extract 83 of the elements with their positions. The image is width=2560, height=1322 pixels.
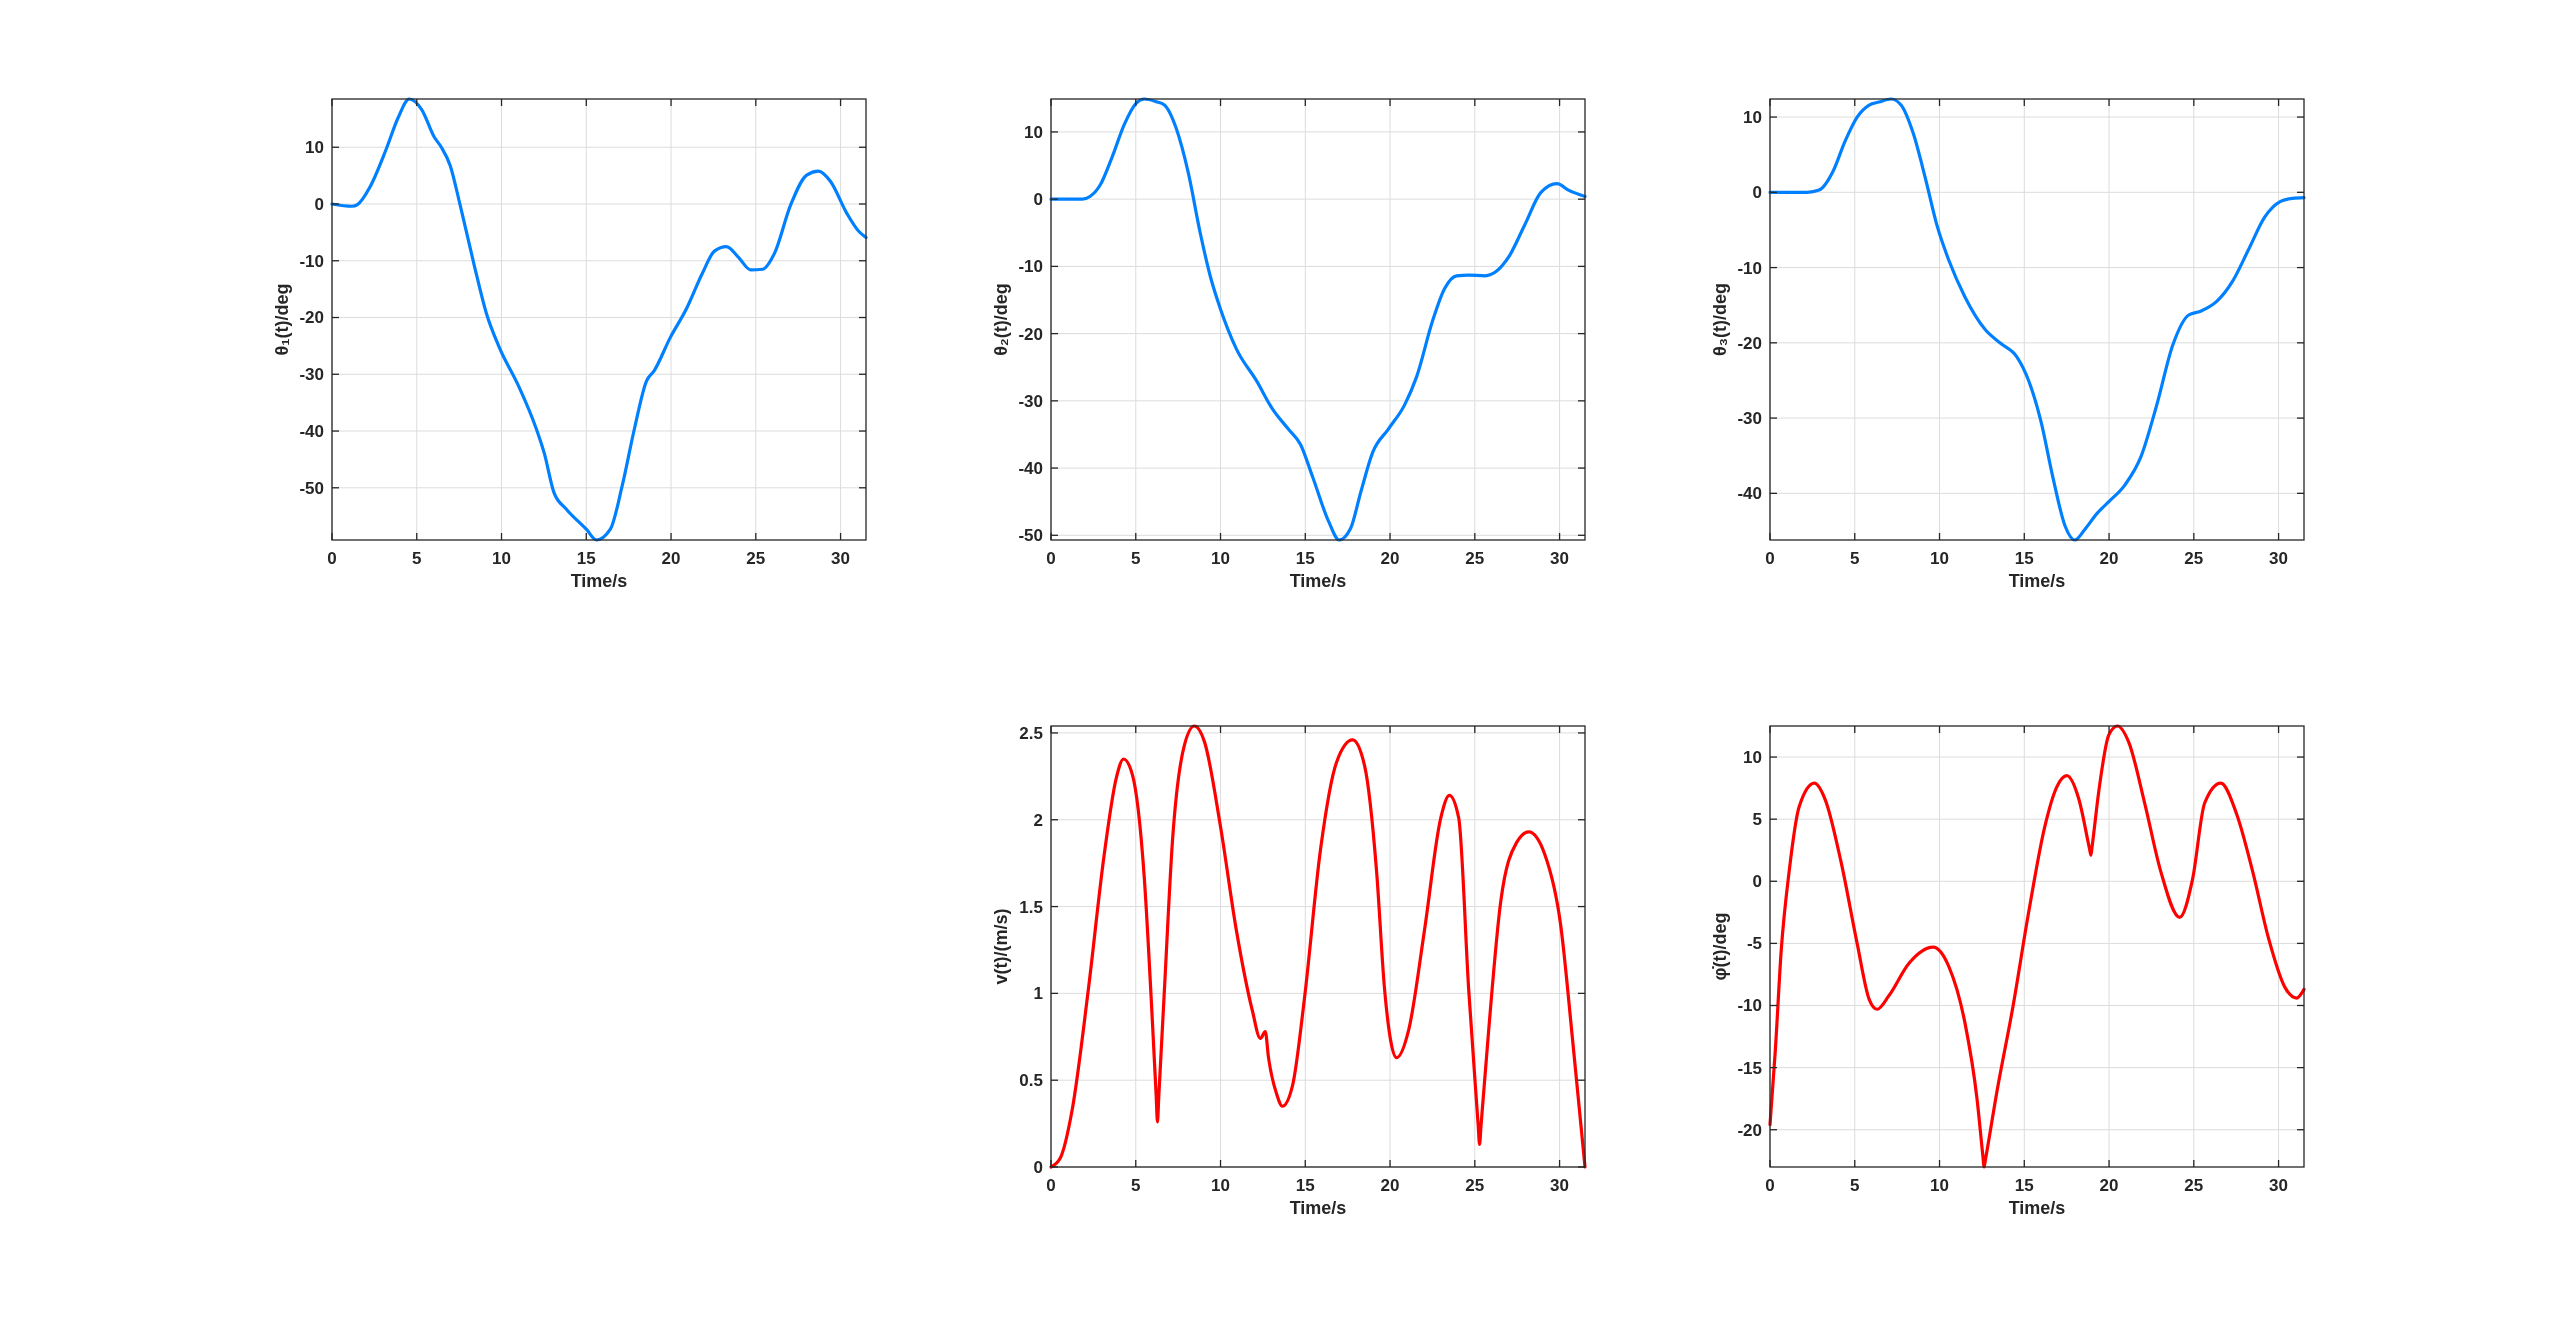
y-tick-label: -10 xyxy=(1018,257,1043,277)
y-tick-label: -50 xyxy=(299,478,324,498)
y-tick-label: -20 xyxy=(1737,1120,1762,1140)
x-axis-title: Time/s xyxy=(2008,571,2066,591)
x-tick-label: 25 xyxy=(1465,549,1485,568)
y-tick-label: 0 xyxy=(1752,183,1762,203)
y-tick-label: 1.5 xyxy=(1019,897,1043,917)
x-tick-label: 0 xyxy=(327,549,337,568)
x-tick-label: 5 xyxy=(1131,549,1141,568)
x-tick-label: 25 xyxy=(746,549,766,568)
line-series xyxy=(1768,97,2306,542)
x-tick-label: 10 xyxy=(1211,1176,1230,1195)
x-axis-title: Time/s xyxy=(1289,571,1347,591)
y-tick-label: -40 xyxy=(1737,484,1762,504)
y-tick-label: -10 xyxy=(299,251,324,271)
y-tick-label: -20 xyxy=(299,308,324,328)
x-tick-label: 25 xyxy=(2184,1176,2204,1195)
x-tick-label: 15 xyxy=(1295,1176,1315,1195)
y-tick-label: -30 xyxy=(299,365,324,385)
x-axis-title: Time/s xyxy=(2008,1198,2066,1218)
y-tick-label: -20 xyxy=(1018,324,1043,344)
x-tick-label: 25 xyxy=(2184,549,2204,568)
x-tick-label: 5 xyxy=(1850,549,1860,568)
y-tick-label: -15 xyxy=(1737,1058,1762,1078)
line-series xyxy=(1049,97,1587,542)
line-series xyxy=(330,97,868,542)
x-tick-label: 30 xyxy=(2269,549,2289,568)
x-tick-label: 0 xyxy=(1046,549,1056,568)
y-tick-label: -30 xyxy=(1018,391,1043,411)
line-series xyxy=(1768,724,2306,1169)
x-tick-label: 5 xyxy=(1131,1176,1141,1195)
x-tick-label: 20 xyxy=(2099,1176,2119,1195)
y-tick-label: -40 xyxy=(1018,459,1043,479)
x-tick-label: 20 xyxy=(1380,1176,1400,1195)
y-axis-title: φ̇(t)/deg xyxy=(1710,912,1730,981)
y-tick-label: 10 xyxy=(305,138,324,158)
y-tick-label: -50 xyxy=(1018,526,1043,546)
y-tick-label: -5 xyxy=(1746,934,1762,954)
line-series xyxy=(1049,724,1587,1169)
x-tick-label: 15 xyxy=(1295,549,1315,568)
y-tick-label: -20 xyxy=(1737,333,1762,353)
y-tick-label: 10 xyxy=(1024,122,1043,142)
x-axis-title: Time/s xyxy=(1289,1198,1347,1218)
y-tick-label: -10 xyxy=(1737,996,1762,1016)
x-tick-label: 20 xyxy=(661,549,681,568)
x-tick-label: 20 xyxy=(1380,549,1400,568)
y-axis-title: θ₂(t)/deg xyxy=(991,283,1011,356)
y-tick-label: 0 xyxy=(1033,190,1043,210)
x-tick-label: 30 xyxy=(1550,549,1570,568)
x-tick-label: 0 xyxy=(1046,1176,1056,1195)
x-tick-label: 10 xyxy=(1930,549,1949,568)
x-tick-label: 15 xyxy=(576,549,596,568)
y-axis-title: θ₁(t)/deg xyxy=(272,283,292,356)
x-tick-label: 0 xyxy=(1765,1176,1775,1195)
x-tick-label: 0 xyxy=(1765,549,1775,568)
y-tick-label: 5 xyxy=(1752,810,1762,830)
y-tick-label: 2.5 xyxy=(1019,723,1043,743)
x-tick-label: 10 xyxy=(492,549,511,568)
x-tick-label: 25 xyxy=(1465,1176,1485,1195)
x-tick-label: 10 xyxy=(1211,549,1230,568)
x-tick-label: 15 xyxy=(2014,549,2034,568)
y-tick-label: 0.5 xyxy=(1019,1071,1043,1091)
x-tick-label: 5 xyxy=(1850,1176,1860,1195)
x-tick-label: 15 xyxy=(2014,1176,2034,1195)
y-tick-label: 0 xyxy=(1033,1157,1043,1177)
y-axis-title: v(t)/(m/s) xyxy=(991,908,1011,985)
y-axis-title: θ₃(t)/deg xyxy=(1710,282,1730,357)
x-tick-label: 30 xyxy=(1550,1176,1570,1195)
x-tick-label: 20 xyxy=(2099,549,2119,568)
x-tick-label: 5 xyxy=(412,549,422,568)
y-tick-label: 0 xyxy=(314,194,324,214)
y-tick-label: -10 xyxy=(1737,258,1762,278)
y-tick-label: 0 xyxy=(1752,872,1762,892)
x-tick-label: 30 xyxy=(831,549,851,568)
y-tick-label: 1 xyxy=(1033,984,1043,1004)
x-tick-label: 10 xyxy=(1930,1176,1949,1195)
x-axis-title: Time/s xyxy=(570,571,628,591)
y-tick-label: 2 xyxy=(1033,810,1043,830)
y-tick-label: 10 xyxy=(1743,108,1762,128)
y-tick-label: -30 xyxy=(1737,409,1762,429)
y-tick-label: -40 xyxy=(299,421,324,441)
x-tick-label: 30 xyxy=(2269,1176,2289,1195)
y-tick-label: 10 xyxy=(1743,748,1762,768)
